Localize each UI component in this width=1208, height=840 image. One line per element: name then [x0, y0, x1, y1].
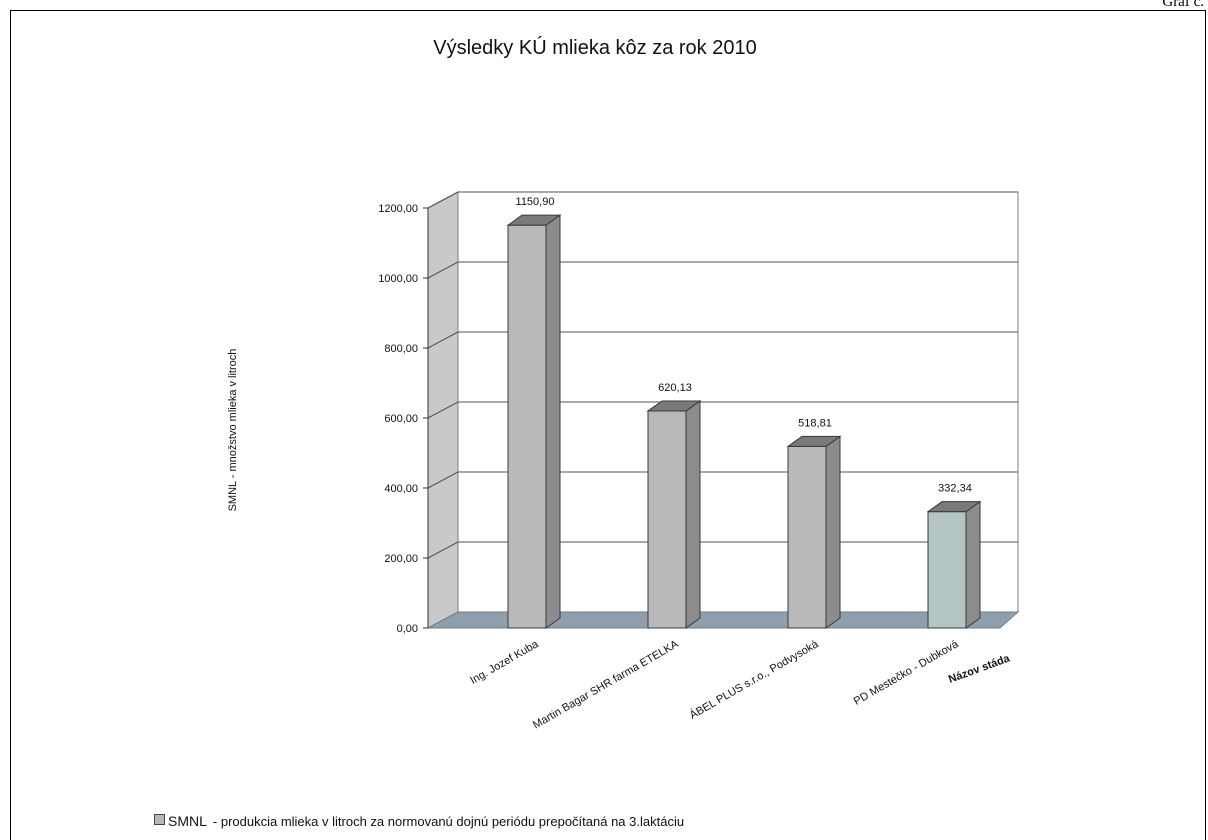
data-label: 518,81 — [798, 417, 832, 429]
legend-description: - produkcia mlieka v litroch za normovan… — [212, 814, 685, 829]
bar-top — [786, 435, 842, 447]
chart-number-label: Graf č. — [1162, 0, 1204, 10]
bar — [927, 511, 967, 629]
gridline-side — [427, 261, 459, 279]
gridline-side — [427, 401, 459, 419]
category-label: Ing. Jozef Kuba — [468, 638, 541, 687]
data-label: 332,34 — [938, 483, 972, 495]
bar-side — [825, 435, 841, 629]
y-axis-title: SMNL - množstvo mlieka v litroch — [227, 349, 239, 512]
bar-side — [685, 399, 701, 629]
chart-frame — [10, 10, 1206, 840]
bar-top — [926, 501, 982, 513]
bar — [647, 410, 687, 629]
data-label: 620,13 — [658, 382, 692, 394]
gridline-side — [427, 331, 459, 349]
y-tick-label: 400,00 — [384, 483, 418, 495]
bar-top — [506, 214, 562, 226]
legend-label: SMNL — [168, 813, 207, 829]
gridline-side — [427, 541, 459, 559]
y-tick-label: 1000,00 — [378, 273, 418, 285]
data-label: 1150,90 — [516, 196, 555, 208]
bar-top — [646, 400, 702, 412]
gridline-side — [427, 471, 459, 489]
x-axis-title: Názov stáda — [947, 652, 1012, 686]
chart-title: Výsledky KÚ mlieka kôz za rok 2010 — [433, 36, 756, 59]
category-label: Martin Bagar SHR farma ETELKA — [531, 638, 681, 732]
y-tick-label: 200,00 — [384, 553, 418, 565]
plot-area: 0,00 200,00 400,00 600,00 800,00 1000,00 1200,… — [378, 191, 1020, 732]
bar-side — [545, 214, 561, 629]
legend: SMNL - produkcia mlieka v litroch za norm… — [154, 813, 684, 829]
y-tick-label: 600,00 — [384, 413, 418, 425]
category-label: PD Mestečko - Dubková — [852, 638, 961, 708]
y-tick-label: 0,00 — [397, 623, 418, 635]
bar — [507, 224, 547, 629]
y-tick-label: 800,00 — [384, 343, 418, 355]
bar — [787, 445, 827, 629]
legend-swatch — [154, 814, 165, 825]
bar-side — [965, 500, 981, 629]
y-tick-label: 1200,00 — [378, 203, 418, 215]
category-label: ÁBEL PLUS s.r.o., Podvysoká — [687, 637, 821, 722]
gridline-side — [427, 191, 459, 209]
